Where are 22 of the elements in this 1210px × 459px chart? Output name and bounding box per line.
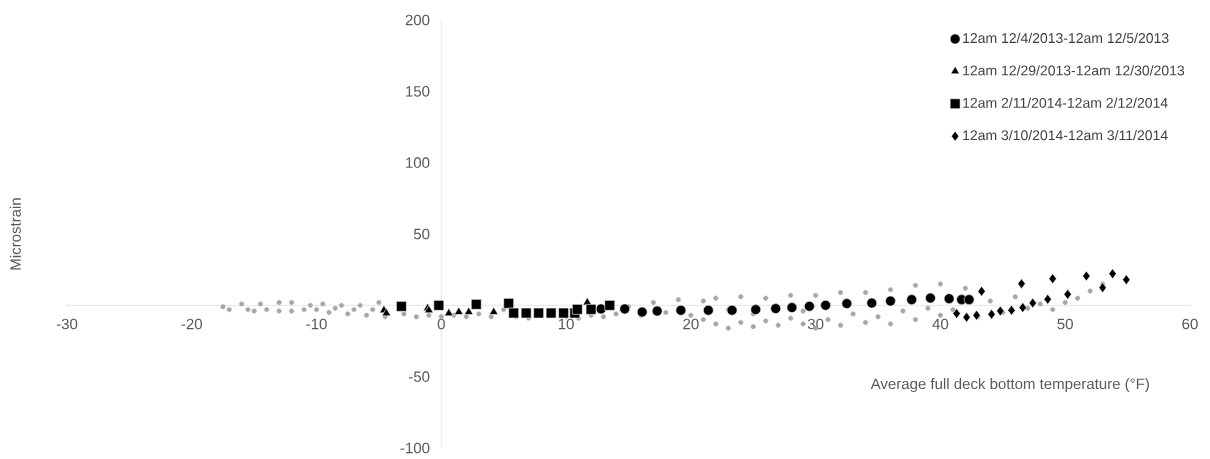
x-tick-label: -30 [56, 318, 78, 330]
y-tick-label: 150 [406, 86, 430, 97]
x-tick-label: 40 [932, 318, 949, 330]
legend-label: 12am 12/29/2013-12am 12/30/2013 [963, 65, 1185, 76]
legend-label: 12am 3/10/2014-12am 3/11/2014 [963, 129, 1168, 141]
x-axis-title: Average full deck bottom temperature (°F) [870, 378, 1149, 393]
legend-label: 12am 2/11/2014-12am 2/12/2014 [963, 97, 1168, 108]
x-tick-label: -20 [181, 318, 203, 330]
x-tick-label: 0 [437, 318, 445, 330]
y-tick-label: 50 [413, 228, 430, 240]
y-tick-label: -100 [400, 442, 430, 454]
x-tick-label: 50 [1057, 318, 1073, 330]
y-tick-label: -50 [408, 371, 430, 382]
y-axis-title: Microstrain [9, 198, 21, 270]
x-tick-label: 30 [807, 318, 824, 330]
y-tick-label: 200 [405, 14, 430, 26]
legend-label: 12am 12/4/2013-12am 12/5/2013 [963, 32, 1169, 44]
y-tick-label: 100 [406, 157, 430, 168]
x-tick-label: -10 [306, 318, 327, 330]
x-tick-label: 10 [558, 318, 574, 330]
x-tick-label: 60 [1182, 318, 1198, 330]
x-tick-label: 20 [683, 318, 699, 330]
